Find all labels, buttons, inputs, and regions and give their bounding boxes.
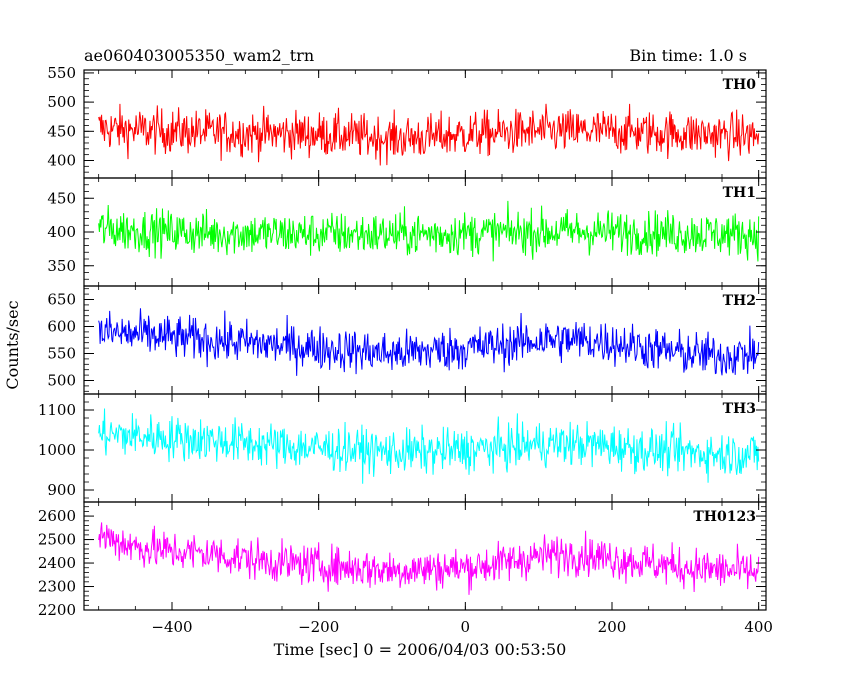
x-tick-label: −400 [151,618,192,636]
y-tick-label: 450 [47,189,76,207]
y-tick-label: 500 [47,372,76,390]
x-tick-label: −200 [298,618,339,636]
y-tick-label: 2600 [38,507,76,525]
series-line-th3 [98,408,760,484]
x-axis-label: Time [sec] 0 = 2006/04/03 00:53:50 [274,640,567,659]
panel-th3: 900 1000 1100 TH3 [38,393,767,503]
y-tick-label: 2500 [38,531,76,549]
series-label-th2: TH2 [723,293,756,309]
series-label-th0: TH0 [723,77,757,93]
panel-th2: 500 550 600 650 TH2 [47,285,767,395]
y-tick-label: 600 [47,318,76,336]
y-tick-label: 2200 [38,601,76,619]
y-tick-label: 550 [47,345,76,363]
y-tick-label: 900 [47,481,76,499]
y-tick-label: 1000 [38,441,76,459]
series-label-th1: TH1 [723,185,756,201]
series-line-th0123 [98,522,760,595]
y-tick-label: 2400 [38,554,76,572]
chart-title-left: ae060403005350_wam2_trn [84,46,314,65]
panel-frame [83,501,767,611]
y-tick-label: 1100 [38,401,76,419]
y-tick-label: 450 [47,122,76,140]
y-axis-label: Counts/sec [3,300,22,389]
y-tick-label: 400 [47,151,76,169]
series-line-th0 [98,103,760,166]
y-tick-label: 650 [47,291,76,309]
y-tick-label: 350 [47,257,76,275]
y-tick-label: 2300 [38,578,76,596]
series-line-th2 [98,308,760,376]
x-tick-label: 0 [461,618,471,636]
x-tick-label: 400 [744,618,773,636]
y-tick-label: 500 [47,93,76,111]
y-tick-label: 550 [47,64,76,82]
y-tick-label: 400 [47,223,76,241]
series-label-th3: TH3 [723,401,756,417]
panel-th1: 350 400 450 TH1 [47,177,767,287]
x-tick-label: 200 [598,618,627,636]
chart-title-right: Bin time: 1.0 s [629,46,747,65]
panel-th0: 400 450 500 550 TH0 [47,64,767,179]
panels-group: 400 450 500 550 TH0 350 400 450 TH1 500 550 600 650 T… [38,64,773,636]
series-line-th1 [98,200,760,262]
panel-th0123: 2200 2300 2400 2500 2600 TH0123 [38,501,767,619]
series-label-th0123: TH0123 [693,509,756,525]
